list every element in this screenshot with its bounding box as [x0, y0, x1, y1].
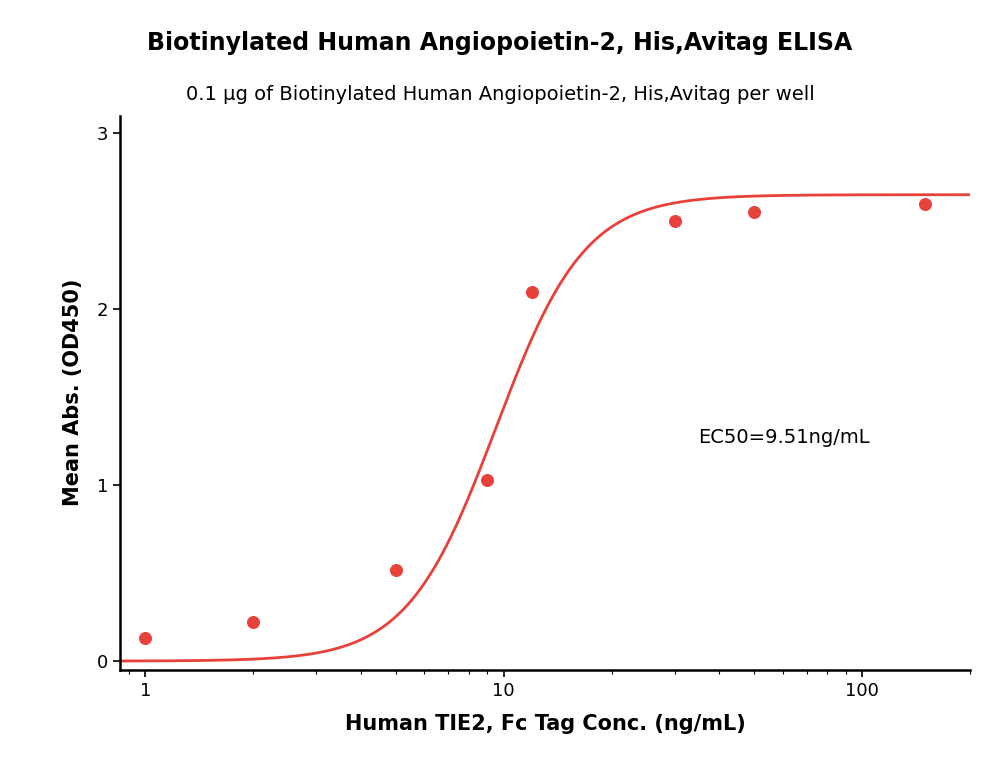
Point [388, 564, 404, 576]
Text: 0.1 μg of Biotinylated Human Angiopoietin-2, His,Avitag per well: 0.1 μg of Biotinylated Human Angiopoieti… [186, 85, 814, 104]
Point [667, 215, 683, 227]
Text: EC50=9.51ng/mL: EC50=9.51ng/mL [698, 427, 870, 447]
Point [524, 286, 540, 298]
Text: Biotinylated Human Angiopoietin-2, His,Avitag ELISA: Biotinylated Human Angiopoietin-2, His,A… [147, 31, 853, 55]
X-axis label: Human TIE2, Fc Tag Conc. (ng/mL): Human TIE2, Fc Tag Conc. (ng/mL) [345, 714, 745, 734]
Point [479, 474, 495, 486]
Point [917, 197, 933, 209]
Point [746, 206, 762, 219]
Point [137, 632, 153, 644]
Y-axis label: Mean Abs. (OD450): Mean Abs. (OD450) [63, 279, 83, 507]
Point [245, 616, 261, 628]
